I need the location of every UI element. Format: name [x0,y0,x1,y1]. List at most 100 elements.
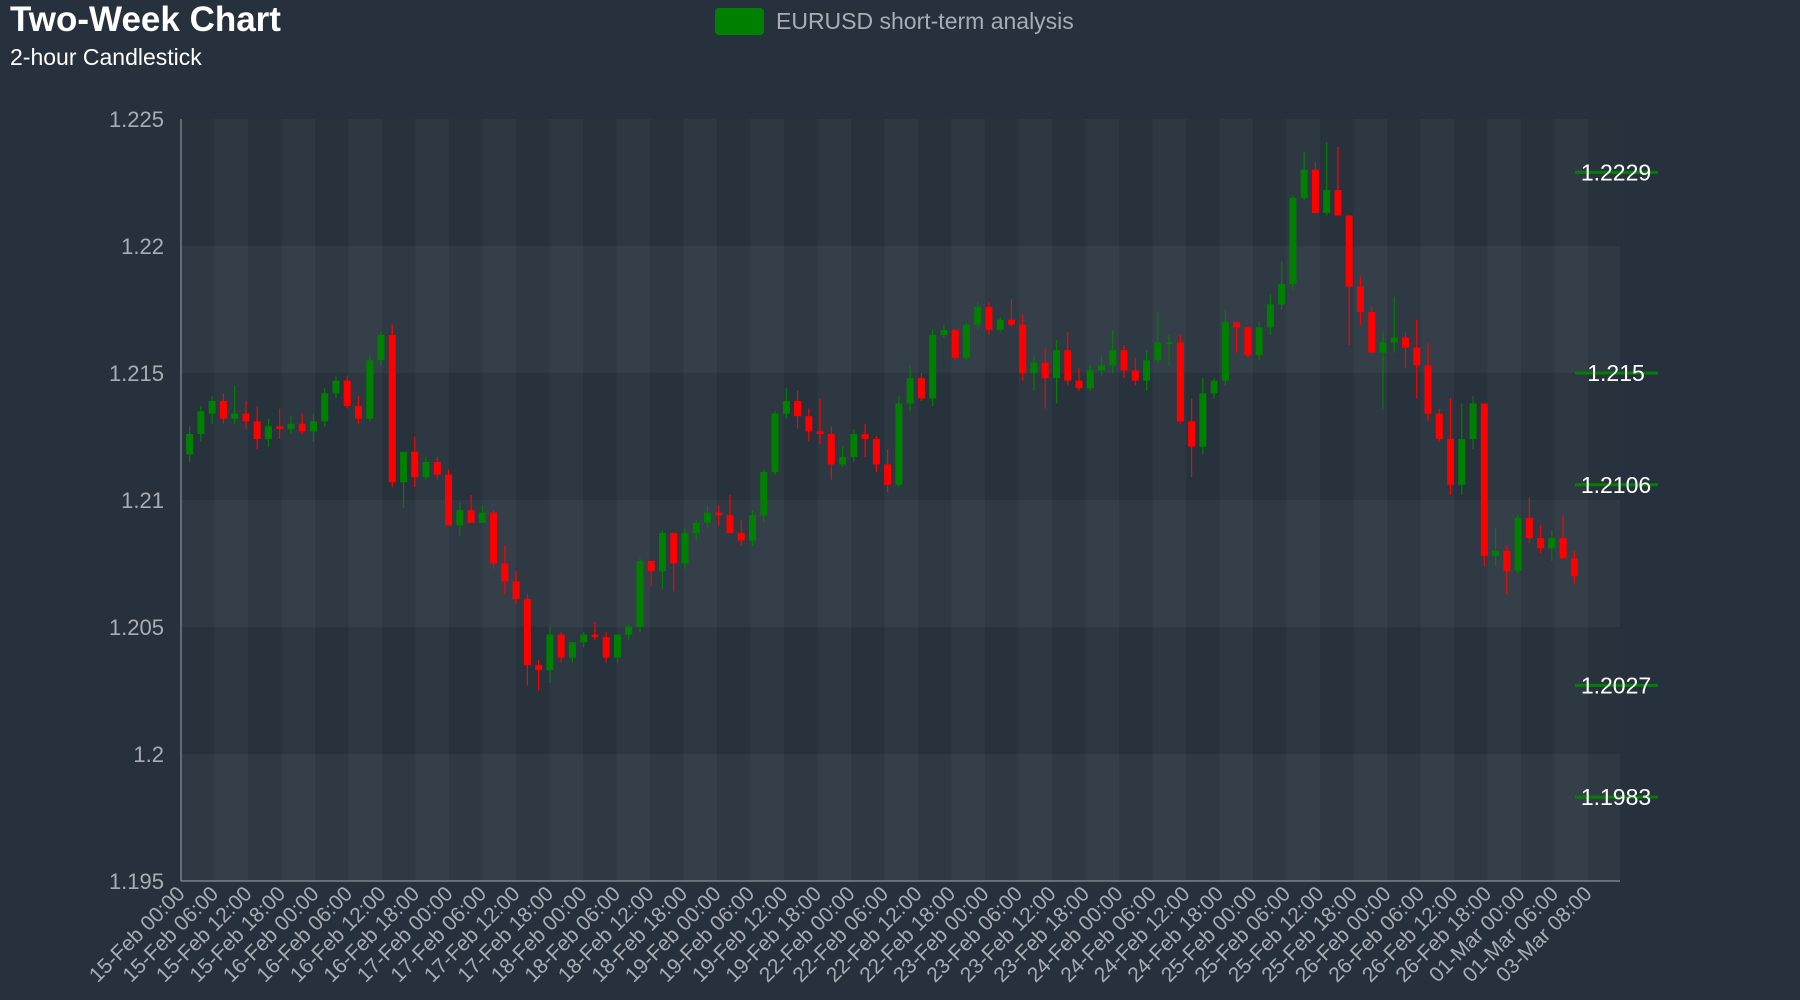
candle-body [1188,421,1196,447]
candle-body [1402,337,1409,348]
legend[interactable]: EURUSD short-term analysis [715,8,1074,35]
candle-body [985,306,993,330]
level-label: 1.2027 [1581,672,1651,698]
y-tick-label: 1.22 [121,234,164,259]
candle-body [794,400,802,417]
candle-body [1447,439,1455,485]
candle-body [1311,169,1319,213]
candle-body [1525,517,1533,539]
level-label: 1.2229 [1581,159,1651,185]
candle-body [929,334,937,399]
candle-body [1458,439,1466,485]
candle-body [366,360,374,419]
candle-body [760,472,768,516]
candle-body [636,560,644,627]
candle-body [264,426,272,440]
candle-body [951,329,959,358]
candle-body [321,393,329,422]
plot-band [181,754,1620,881]
candle-body [298,423,306,432]
candle-body [1300,169,1308,198]
candle-body [467,510,475,523]
candle-body [1289,197,1297,285]
candle-body [1570,558,1578,577]
candle-body [219,400,227,419]
candle-body [1424,365,1432,414]
candle-body [580,634,588,643]
candle-body [1548,538,1556,549]
candle-body [861,433,869,440]
plot-stripe [1354,119,1388,881]
candle-body [1154,342,1162,361]
candle-body [895,403,903,485]
candle-body [591,634,599,638]
candle-body [1266,304,1274,328]
candle-body [692,522,700,534]
candle-body [1086,370,1094,389]
candle-body [681,533,689,564]
candle-body [647,560,655,572]
candle-body [1041,362,1049,379]
candle-body [343,380,351,407]
candle-body [242,413,250,422]
candle-body [749,515,757,541]
candle-body [1480,403,1488,556]
candle-body [906,378,914,404]
candle-body [1390,337,1398,343]
candle-body [309,421,317,432]
candle-body [388,334,396,483]
plot-stripe [1019,119,1053,881]
candle-body [557,634,565,658]
candle-body [1345,215,1353,287]
candle-body [1143,360,1151,381]
candle-body [1435,413,1443,440]
plot-stripe [885,119,919,881]
level-label: 1.1983 [1581,784,1651,810]
candle-body [1210,380,1218,394]
candle-body [715,512,723,516]
candle-body [400,451,408,483]
candle-body [332,380,340,394]
candle-body [974,306,982,325]
candle-body [1492,550,1500,556]
candle-body [276,426,284,429]
candle-body [602,637,610,658]
plot-stripe [550,119,584,881]
plot-stripe [1421,119,1455,881]
candle-body [996,319,1004,330]
candle-body [287,423,295,429]
candle-body [1514,517,1522,572]
plot-stripe [416,119,450,881]
chart-title: Two-Week Chart [10,0,281,39]
candle-body [962,324,970,358]
candle-body [782,400,790,414]
level-label: 1.2106 [1581,472,1651,498]
legend-label: EURUSD short-term analysis [776,8,1074,34]
candle-body [1356,286,1364,313]
candle-body [613,634,621,658]
plot-band [181,627,1620,754]
candle-body [1098,365,1106,371]
candle-body [1233,322,1241,328]
candle-body [1007,319,1015,325]
candle-body [1120,350,1128,371]
y-tick-label: 1.215 [109,361,164,386]
plot-stripe [818,119,852,881]
candle-body [805,416,813,432]
candle-body [1537,538,1545,549]
legend-swatch[interactable] [715,8,764,35]
y-tick-label: 1.2 [133,742,164,767]
candle-body [827,433,835,465]
plot-stripe [1220,119,1254,881]
plot-stripe [952,119,986,881]
plot-stripe [684,119,718,881]
plot-band [181,500,1620,627]
candle-body [1165,342,1173,345]
chart-subtitle: 2-hour Candlestick [10,44,202,70]
candle-body [816,431,824,434]
candle-body [1109,350,1117,366]
candle-body [704,512,711,523]
candle-body [917,378,925,399]
candle-body [568,642,576,658]
